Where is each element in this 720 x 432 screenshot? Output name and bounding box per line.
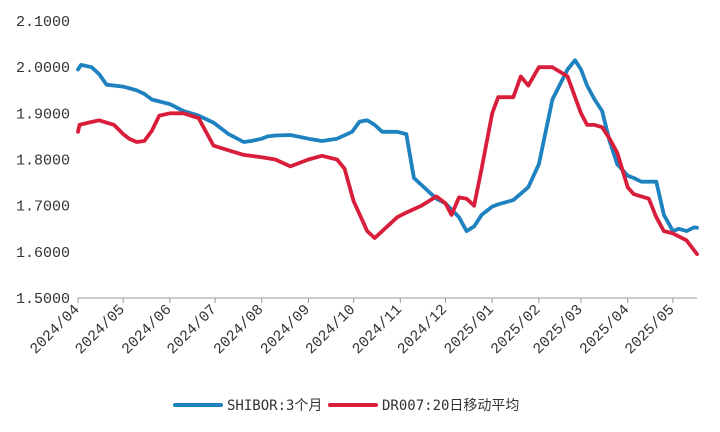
y-tick-label: 1.7000	[16, 199, 70, 216]
y-tick-label: 1.6000	[16, 245, 70, 262]
series-line-2	[76, 65, 699, 257]
y-tick-label: 1.8000	[16, 153, 70, 170]
legend-label: DR007:20日移动平均	[382, 398, 519, 414]
x-axis: 2024/042024/052024/062024/072024/082024/…	[27, 298, 678, 358]
y-axis: 2.1000 2.0000 1.9000 1.8000 1.7000 1.6000 1.50…	[16, 14, 70, 308]
x-tick-label: 2024/08	[211, 302, 268, 359]
x-tick-label: 2024/10	[303, 302, 360, 359]
series-layer	[76, 58, 699, 257]
x-tick-label: 2025/01	[441, 302, 498, 359]
legend: SHIBOR:3个月 DR007:20日移动平均	[173, 398, 519, 414]
x-tick-label: 2025/05	[622, 302, 679, 359]
x-tick-label: 2024/05	[72, 302, 129, 359]
x-tick-label: 2024/12	[394, 302, 451, 359]
y-tick-label: 2.0000	[16, 60, 70, 77]
x-tick-label: 2024/07	[164, 302, 221, 359]
series-line-1	[76, 58, 699, 234]
legend-label: SHIBOR:3个月	[227, 398, 322, 414]
y-tick-label: 1.5000	[16, 291, 70, 308]
y-tick-label: 1.9000	[16, 106, 70, 123]
y-tick-label: 2.1000	[16, 14, 70, 31]
